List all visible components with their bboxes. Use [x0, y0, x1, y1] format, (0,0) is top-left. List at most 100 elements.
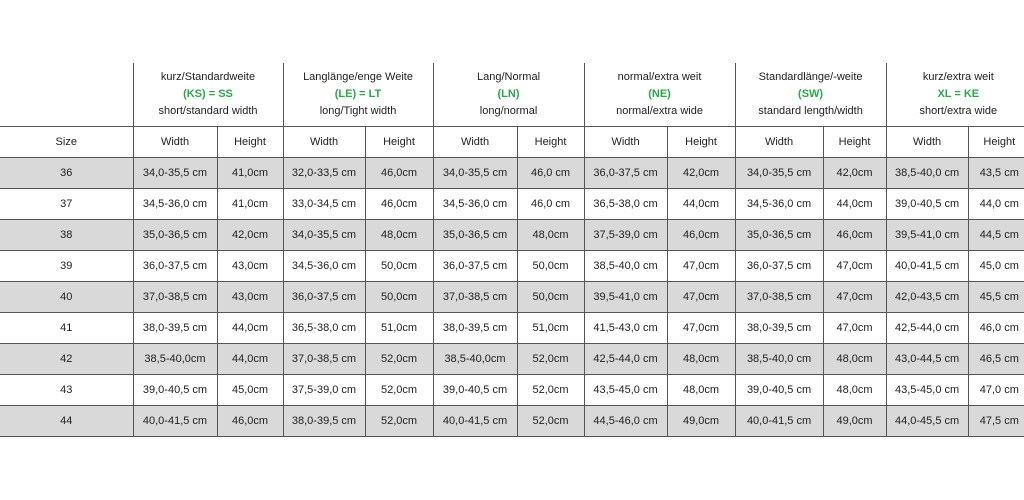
fit-name-english: short/standard width [158, 105, 258, 117]
size-cell: 36 [0, 157, 133, 189]
height-cell: 46,0cm [666, 219, 736, 251]
fit-name-english: normal/extra wide [616, 105, 703, 117]
size-cell: 42 [0, 343, 133, 375]
size-cell: 40 [0, 281, 133, 313]
height-cell: 48,0cm [666, 374, 736, 406]
table-row: 41 38,0-39,5 cm 44,0cm 36,5-38,0 cm 51,0cm 38… [0, 312, 1024, 344]
width-cell: 38,0-39,5 cm [282, 405, 365, 437]
fit-code: (LN) [497, 88, 520, 100]
table-row: 40 37,0-38,5 cm 43,0cm 36,0-37,5 cm 50,0cm 37… [0, 281, 1024, 313]
height-cell: 42,0cm [216, 219, 283, 251]
width-cell: 38,5-40,0 cm [885, 157, 969, 189]
height-cell: 46,5 cm [967, 343, 1024, 375]
fit-name-english: long/normal [479, 105, 538, 117]
height-cell: 49,0cm [822, 405, 887, 437]
width-cell: 37,5-39,0 cm [282, 374, 365, 406]
width-cell: 36,0-37,5 cm [132, 250, 217, 282]
height-cell: 47,5 cm [967, 405, 1024, 437]
height-cell: 42,0cm [666, 157, 736, 189]
height-cell: 44,0 cm [967, 188, 1024, 220]
height-cell: 47,0cm [666, 281, 736, 313]
height-cell: 49,0cm [666, 405, 736, 437]
width-cell: 38,0-39,5 cm [132, 312, 217, 344]
fit-name-english: short/extra wide [919, 105, 998, 117]
height-cell: 50,0cm [516, 281, 585, 313]
table-row: 37 34,5-36,0 cm 41,0cm 33,0-34,5 cm 46,0cm 34… [0, 188, 1024, 220]
width-cell: 34,5-36,0 cm [734, 188, 824, 220]
width-cell: 34,0-35,5 cm [282, 219, 365, 251]
width-cell: 38,5-40,0cm [432, 343, 518, 375]
width-cell: 38,0-39,5 cm [734, 312, 824, 344]
fit-name-german: Langlänge/enge Weite [303, 71, 413, 83]
height-cell: 46,0cm [364, 157, 434, 189]
width-cell: 36,5-38,0 cm [282, 312, 365, 344]
fit-name-english: standard length/width [758, 105, 863, 117]
height-cell: 45,5 cm [967, 281, 1024, 313]
table-row: 39 36,0-37,5 cm 43,0cm 34,5-36,0 cm 50,0cm 36… [0, 250, 1024, 282]
width-cell: 35,0-36,5 cm [734, 219, 824, 251]
height-cell: 47,0cm [666, 250, 736, 282]
width-cell: 38,5-40,0 cm [583, 250, 668, 282]
width-cell: 37,0-38,5 cm [432, 281, 518, 313]
width-cell: 39,0-40,5 cm [132, 374, 217, 406]
width-cell: 43,0-44,5 cm [885, 343, 969, 375]
height-cell: 48,0cm [822, 343, 887, 375]
height-cell: 52,0cm [516, 343, 585, 375]
height-column-header: Height [516, 126, 585, 158]
height-cell: 48,0cm [516, 219, 585, 251]
fit-name-german: Lang/Normal [477, 71, 541, 83]
width-column-header: Width [432, 126, 518, 158]
height-cell: 52,0cm [364, 405, 434, 437]
width-cell: 42,0-43,5 cm [885, 281, 969, 313]
table-row: 44 40,0-41,5 cm 46,0cm 38,0-39,5 cm 52,0cm 40… [0, 405, 1024, 437]
width-column-header: Width [734, 126, 824, 158]
height-cell: 46,0 cm [516, 157, 585, 189]
size-header: Size [0, 126, 133, 158]
width-cell: 37,0-38,5 cm [282, 343, 365, 375]
width-cell: 34,5-36,0 cm [282, 250, 365, 282]
width-cell: 34,0-35,5 cm [432, 157, 518, 189]
width-cell: 42,5-44,0 cm [885, 312, 969, 344]
height-cell: 46,0 cm [516, 188, 585, 220]
width-cell: 42,5-44,0 cm [583, 343, 668, 375]
height-cell: 47,0cm [822, 312, 887, 344]
height-cell: 51,0cm [364, 312, 434, 344]
width-cell: 38,5-40,0 cm [734, 343, 824, 375]
height-cell: 52,0cm [516, 405, 585, 437]
height-cell: 52,0cm [516, 374, 585, 406]
height-column-header: Height [666, 126, 736, 158]
width-cell: 39,5-41,0 cm [583, 281, 668, 313]
height-cell: 45,0cm [216, 374, 283, 406]
width-cell: 33,0-34,5 cm [282, 188, 365, 220]
width-column-header: Width [583, 126, 668, 158]
height-cell: 48,0cm [822, 374, 887, 406]
width-cell: 35,0-36,5 cm [432, 219, 518, 251]
height-cell: 47,0cm [822, 281, 887, 313]
column-header-row: Size Width Height Width Height Width Height Wi… [0, 126, 1024, 158]
size-cell: 43 [0, 374, 133, 406]
fit-name-german: normal/extra weit [617, 71, 702, 83]
height-cell: 43,0cm [216, 281, 283, 313]
width-cell: 38,0-39,5 cm [432, 312, 518, 344]
width-cell: 37,0-38,5 cm [734, 281, 824, 313]
height-cell: 43,0cm [216, 250, 283, 282]
height-cell: 48,0cm [666, 343, 736, 375]
fit-group-header: Standardlänge/-weite (SW) standard length/… [734, 63, 887, 127]
width-cell: 37,0-38,5 cm [132, 281, 217, 313]
height-cell: 51,0cm [516, 312, 585, 344]
height-cell: 50,0cm [364, 250, 434, 282]
width-cell: 37,5-39,0 cm [583, 219, 668, 251]
width-cell: 36,0-37,5 cm [734, 250, 824, 282]
fit-group-header-row: kurz/Standardweite (KS) = SS short/standar… [0, 63, 1024, 127]
fit-name-german: Standardlänge/-weite [758, 71, 863, 83]
fit-code: (LE) = LT [334, 88, 382, 100]
width-cell: 43,5-45,0 cm [885, 374, 969, 406]
height-cell: 47,0 cm [967, 374, 1024, 406]
table-row: 36 34,0-35,5 cm 41,0cm 32,0-33,5 cm 46,0cm 34… [0, 157, 1024, 189]
width-cell: 40,0-41,5 cm [734, 405, 824, 437]
fit-code: (KS) = SS [183, 88, 233, 100]
height-cell: 46,0cm [216, 405, 283, 437]
height-cell: 41,0cm [216, 188, 283, 220]
fit-group-header: normal/extra weit (NE) normal/extra wide [583, 63, 736, 127]
table-row: 42 38,5-40,0cm 44,0cm 37,0-38,5 cm 52,0cm 38,… [0, 343, 1024, 375]
